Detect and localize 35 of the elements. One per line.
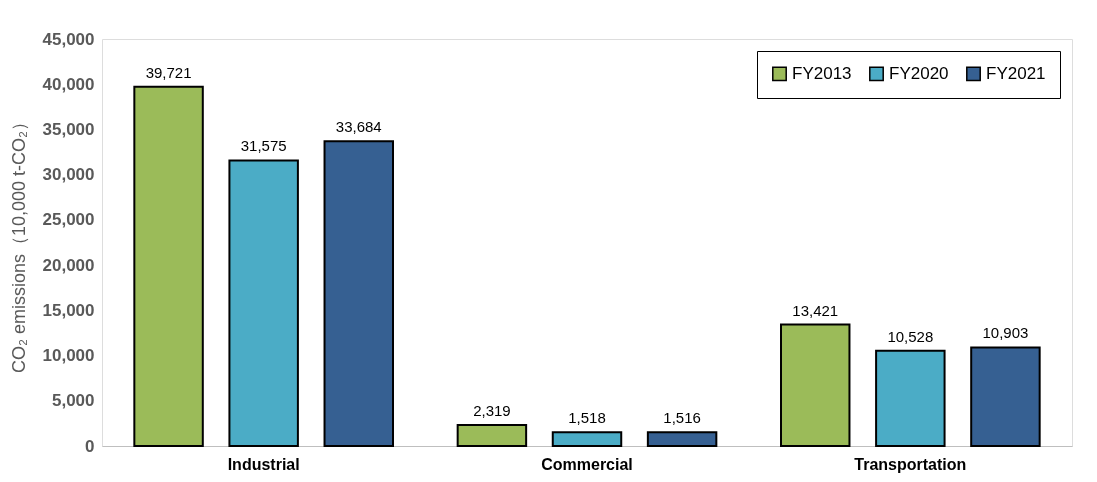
- y-axis-title: CO₂ emissions（10,000 t-CO₂）: [8, 112, 29, 374]
- x-tick-label: Industrial: [227, 455, 300, 473]
- data-label: 1,516: [663, 409, 701, 427]
- y-tick-label: 40,000: [42, 74, 95, 94]
- data-label: 33,684: [335, 118, 382, 136]
- data-label: 13,421: [792, 301, 839, 319]
- bar: [780, 323, 851, 447]
- y-tick-label: 20,000: [42, 255, 95, 275]
- y-tick-label: 25,000: [42, 210, 95, 230]
- bar: [228, 159, 299, 447]
- y-tick-label: 10,000: [42, 346, 95, 366]
- bar: [323, 140, 394, 447]
- data-label: 10,528: [887, 327, 934, 345]
- legend-label: FY2013: [792, 63, 852, 83]
- data-label: 10,903: [982, 324, 1029, 342]
- y-tick-label: 30,000: [42, 165, 95, 185]
- bar: [456, 424, 528, 447]
- legend-label: FY2020: [889, 63, 949, 83]
- y-tick-label: 5,000: [51, 391, 95, 411]
- y-tick-label: 45,000: [42, 29, 95, 49]
- legend-label: FY2021: [986, 63, 1046, 83]
- x-tick-label: Transportation: [854, 455, 967, 473]
- y-tick-label: 15,000: [42, 300, 95, 320]
- bar: [133, 85, 204, 447]
- bar: [646, 431, 718, 447]
- bar: [875, 349, 946, 447]
- bar: [970, 346, 1041, 447]
- y-tick-label: 0: [85, 436, 95, 456]
- data-label: 2,319: [473, 402, 511, 420]
- data-label: 39,721: [145, 63, 192, 81]
- y-tick-label: 35,000: [42, 119, 95, 139]
- data-label: 31,575: [240, 137, 287, 155]
- bar: [551, 431, 623, 447]
- x-tick-label: Commercial: [541, 455, 633, 473]
- data-label: 1,518: [568, 409, 606, 427]
